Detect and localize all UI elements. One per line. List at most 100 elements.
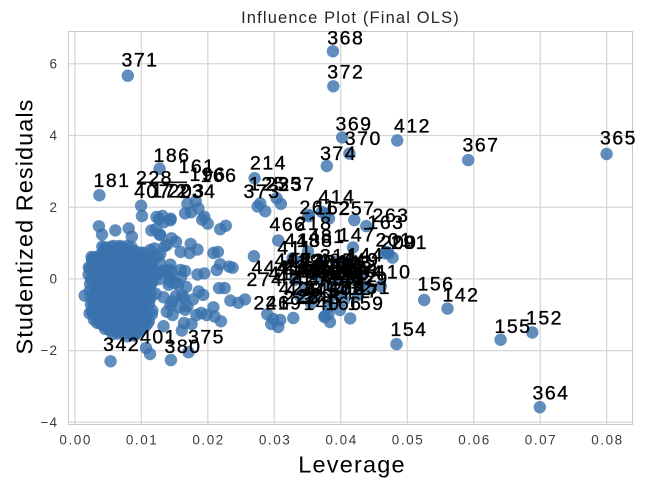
svg-text:457: 457 (341, 269, 378, 291)
svg-text:365: 365 (600, 128, 637, 150)
svg-text:140: 140 (303, 293, 340, 315)
svg-text:0.05: 0.05 (392, 433, 424, 448)
svg-text:342: 342 (103, 334, 140, 356)
svg-text:125: 125 (249, 174, 286, 196)
svg-text:425: 425 (283, 260, 320, 282)
svg-text:186: 186 (153, 145, 190, 167)
svg-text:423: 423 (288, 250, 325, 272)
svg-text:0: 0 (49, 272, 58, 287)
svg-text:0.06: 0.06 (458, 433, 490, 448)
svg-text:424: 424 (283, 256, 320, 278)
svg-text:415: 415 (275, 250, 312, 272)
svg-text:237: 237 (278, 174, 315, 196)
svg-text:0.01: 0.01 (126, 433, 158, 448)
svg-text:370: 370 (345, 128, 382, 150)
svg-text:243: 243 (304, 287, 341, 309)
svg-text:226: 226 (283, 287, 320, 309)
svg-text:234: 234 (179, 181, 216, 203)
svg-text:459: 459 (323, 262, 360, 284)
svg-text:152: 152 (526, 308, 563, 330)
svg-text:155: 155 (494, 316, 531, 338)
svg-text:410: 410 (374, 262, 411, 284)
svg-text:445: 445 (309, 269, 346, 291)
svg-text:419: 419 (285, 251, 322, 273)
svg-text:348: 348 (341, 261, 378, 283)
svg-text:314: 314 (320, 246, 357, 268)
svg-text:439: 439 (325, 253, 362, 275)
svg-text:161: 161 (178, 156, 215, 178)
svg-text:416: 416 (278, 257, 315, 279)
svg-text:214: 214 (250, 153, 287, 175)
svg-text:218: 218 (295, 213, 332, 235)
svg-text:371: 371 (121, 49, 158, 71)
svg-text:154: 154 (390, 319, 427, 341)
svg-text:461: 461 (329, 255, 366, 277)
svg-text:Influence Plot (Final OLS): Influence Plot (Final OLS) (241, 9, 460, 27)
svg-text:291: 291 (391, 232, 428, 254)
svg-text:431: 431 (312, 252, 349, 274)
svg-text:421: 421 (276, 267, 313, 289)
svg-text:166: 166 (200, 165, 237, 187)
svg-text:440: 440 (296, 260, 333, 282)
svg-text:0.04: 0.04 (325, 433, 357, 448)
svg-text:443: 443 (336, 252, 373, 274)
svg-text:407: 407 (134, 181, 171, 203)
svg-text:411: 411 (277, 238, 313, 260)
svg-text:166: 166 (325, 293, 362, 315)
svg-text:417: 417 (268, 263, 305, 285)
svg-text:422: 422 (279, 278, 316, 300)
svg-text:374: 374 (320, 143, 357, 165)
svg-text:142: 142 (442, 285, 479, 307)
svg-text:229: 229 (297, 285, 334, 307)
svg-text:172: 172 (151, 181, 188, 203)
svg-text:418: 418 (284, 230, 321, 252)
svg-text:209: 209 (380, 232, 417, 254)
svg-text:427: 427 (293, 268, 330, 290)
svg-text:458: 458 (328, 278, 365, 300)
svg-text:367: 367 (462, 135, 499, 157)
svg-text:454: 454 (314, 280, 351, 302)
svg-text:257: 257 (338, 198, 375, 220)
svg-text:147: 147 (338, 225, 375, 247)
svg-text:428: 428 (286, 279, 323, 301)
svg-text:263: 263 (372, 205, 409, 227)
svg-text:−4: −4 (41, 415, 58, 430)
svg-text:235: 235 (265, 174, 302, 196)
svg-text:430: 430 (292, 261, 329, 283)
svg-text:2: 2 (49, 200, 58, 215)
svg-text:0.02: 0.02 (192, 433, 224, 448)
svg-text:181: 181 (93, 170, 130, 192)
svg-text:6: 6 (49, 56, 58, 71)
svg-text:364: 364 (532, 383, 569, 405)
svg-text:369: 369 (335, 113, 372, 135)
svg-text:246: 246 (253, 293, 290, 315)
svg-text:4: 4 (49, 128, 58, 143)
svg-text:466: 466 (269, 214, 306, 236)
svg-text:456: 456 (317, 258, 354, 280)
svg-text:0.00: 0.00 (59, 433, 91, 448)
svg-text:201: 201 (375, 230, 412, 252)
svg-text:444: 444 (251, 257, 288, 279)
svg-text:481: 481 (308, 226, 345, 248)
svg-text:442: 442 (300, 256, 337, 278)
svg-text:0.07: 0.07 (525, 433, 557, 448)
svg-text:274: 274 (246, 269, 283, 291)
svg-text:0.08: 0.08 (591, 433, 623, 448)
svg-text:219: 219 (265, 293, 302, 315)
svg-text:380: 380 (164, 336, 201, 358)
svg-text:156: 156 (417, 274, 454, 296)
svg-text:435: 435 (317, 250, 354, 272)
svg-text:0.03: 0.03 (259, 433, 291, 448)
svg-text:432: 432 (335, 278, 372, 300)
svg-text:−2: −2 (41, 343, 58, 358)
svg-text:462: 462 (340, 256, 377, 278)
svg-text:438: 438 (296, 230, 333, 252)
svg-text:375: 375 (188, 327, 225, 349)
svg-text:448: 448 (306, 263, 343, 285)
svg-text:463: 463 (333, 264, 370, 286)
svg-text:434: 434 (332, 257, 369, 279)
svg-text:372: 372 (327, 61, 364, 83)
svg-text:412: 412 (394, 116, 431, 138)
svg-text:162: 162 (314, 198, 351, 220)
svg-text:429: 429 (352, 268, 389, 290)
